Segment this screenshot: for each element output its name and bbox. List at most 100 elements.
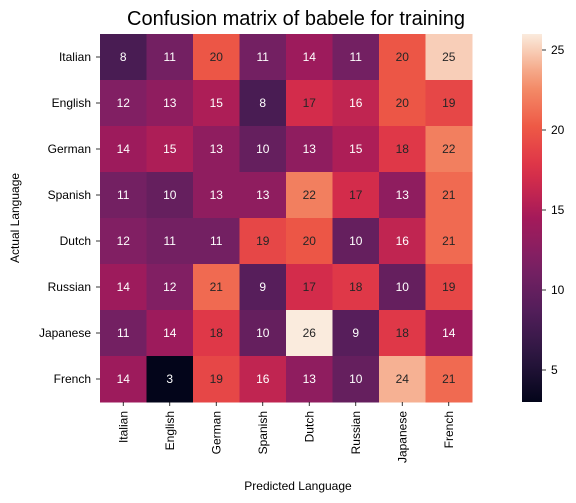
cell-value-label: 20 bbox=[303, 234, 317, 248]
y-tick-label: German bbox=[48, 142, 91, 156]
cell-value-label: 21 bbox=[442, 372, 456, 386]
x-tick-label: Dutch bbox=[302, 411, 316, 442]
cell-value-label: 19 bbox=[256, 234, 270, 248]
cell-value-label: 12 bbox=[117, 96, 131, 110]
y-tick-label: French bbox=[54, 372, 91, 386]
cell-value-label: 20 bbox=[396, 96, 410, 110]
x-tick-labels: Italian English German Spanish Dutch Russian J… bbox=[116, 402, 456, 463]
cell-value-label: 18 bbox=[396, 142, 410, 156]
cell-value-label: 16 bbox=[256, 372, 270, 386]
heatmap-cell bbox=[100, 356, 147, 403]
cell-value-label: 18 bbox=[396, 326, 410, 340]
y-tick-label: Dutch bbox=[60, 234, 91, 248]
cell-value-label: 10 bbox=[256, 326, 270, 340]
heatmap-cell bbox=[100, 34, 147, 81]
cell-value-label: 19 bbox=[442, 96, 456, 110]
cell-value-label: 21 bbox=[442, 234, 456, 248]
cell-value-label: 19 bbox=[442, 280, 456, 294]
heatmap-cell bbox=[239, 264, 287, 311]
heatmap-cell bbox=[425, 264, 473, 311]
heatmap-cell bbox=[193, 126, 240, 173]
cell-value-label: 15 bbox=[349, 142, 363, 156]
cell-value-label: 11 bbox=[164, 50, 177, 64]
heatmap-cell bbox=[239, 126, 287, 173]
heatmap-cell bbox=[146, 310, 194, 357]
heatmap-cell bbox=[100, 310, 147, 357]
heatmap-cell bbox=[286, 218, 333, 265]
heatmap-cell bbox=[332, 126, 380, 173]
heatmap-cell bbox=[193, 218, 240, 265]
cell-value-label: 10 bbox=[163, 188, 177, 202]
heatmap-cell bbox=[239, 34, 287, 81]
x-tick-label: French bbox=[442, 411, 456, 448]
heatmap-cell bbox=[286, 80, 333, 127]
heatmap-cell bbox=[332, 80, 380, 127]
cell-value-label: 24 bbox=[396, 372, 410, 386]
heatmap-cell bbox=[100, 126, 147, 173]
heatmap-cell bbox=[193, 264, 240, 311]
heatmap-cell bbox=[425, 34, 473, 81]
heatmap-cell bbox=[193, 356, 240, 403]
heatmap-cell bbox=[193, 172, 240, 219]
heatmap-cell bbox=[379, 126, 426, 173]
cell-value-label: 17 bbox=[303, 280, 317, 294]
cell-value-label: 26 bbox=[303, 326, 317, 340]
y-tick-label: Spanish bbox=[48, 188, 91, 202]
cell-value-label: 10 bbox=[349, 372, 363, 386]
cell-value-label: 22 bbox=[442, 142, 456, 156]
heatmap-cell bbox=[146, 126, 194, 173]
cell-value-label: 17 bbox=[303, 96, 317, 110]
cell-value-label: 19 bbox=[210, 372, 224, 386]
heatmap-cell bbox=[286, 310, 333, 357]
cell-value-label: 17 bbox=[349, 188, 363, 202]
y-tick-label: Japanese bbox=[39, 326, 91, 340]
heatmap-cell bbox=[286, 356, 333, 403]
heatmap-cell bbox=[332, 172, 380, 219]
cell-value-label: 11 bbox=[210, 234, 223, 248]
colorbar-tick-label: 5 bbox=[551, 363, 558, 377]
heatmap-cell bbox=[425, 310, 473, 357]
colorbar bbox=[522, 34, 542, 402]
cell-value-label: 21 bbox=[442, 188, 456, 202]
colorbar-tick-label: 25 bbox=[551, 43, 565, 57]
cell-value-label: 14 bbox=[303, 50, 317, 64]
x-tick-label: Japanese bbox=[395, 411, 409, 463]
cell-value-label: 13 bbox=[163, 96, 177, 110]
cell-value-label: 16 bbox=[396, 234, 410, 248]
cell-value-label: 12 bbox=[117, 234, 131, 248]
heatmap-cell bbox=[379, 356, 426, 403]
heatmap-cell bbox=[100, 172, 147, 219]
heatmap-cell bbox=[239, 218, 287, 265]
cell-value-label: 13 bbox=[210, 142, 224, 156]
cell-value-label: 11 bbox=[117, 326, 130, 340]
cell-value-label: 12 bbox=[163, 280, 177, 294]
cell-value-label: 10 bbox=[396, 280, 410, 294]
cell-value-label: 13 bbox=[256, 188, 270, 202]
y-tick-labels: Italian English German Spanish Dutch Russian J… bbox=[39, 50, 100, 386]
heatmap-cell bbox=[146, 172, 194, 219]
cell-value-label: 14 bbox=[117, 280, 131, 294]
heatmap-cell bbox=[286, 264, 333, 311]
heatmap-cell bbox=[425, 172, 473, 219]
heatmap-cell bbox=[332, 34, 380, 81]
heatmap-cell bbox=[425, 80, 473, 127]
cell-value-label: 9 bbox=[259, 280, 266, 294]
heatmap-cell bbox=[332, 310, 380, 357]
cell-value-label: 14 bbox=[442, 326, 456, 340]
heatmap-cell bbox=[100, 264, 147, 311]
cell-value-label: 8 bbox=[120, 50, 127, 64]
cell-value-label: 14 bbox=[163, 326, 177, 340]
cell-value-label: 18 bbox=[210, 326, 224, 340]
heatmap-cell bbox=[332, 218, 380, 265]
cell-value-label: 10 bbox=[349, 234, 363, 248]
y-tick-label: English bbox=[52, 96, 91, 110]
heatmap-cell bbox=[379, 310, 426, 357]
heatmap-cell bbox=[425, 356, 473, 403]
cell-value-label: 14 bbox=[117, 142, 131, 156]
cell-value-label: 15 bbox=[163, 142, 177, 156]
heatmap-cell bbox=[239, 310, 287, 357]
colorbar-tick-label: 10 bbox=[551, 283, 565, 297]
cell-value-label: 10 bbox=[256, 142, 270, 156]
heatmap-cell bbox=[146, 356, 194, 403]
